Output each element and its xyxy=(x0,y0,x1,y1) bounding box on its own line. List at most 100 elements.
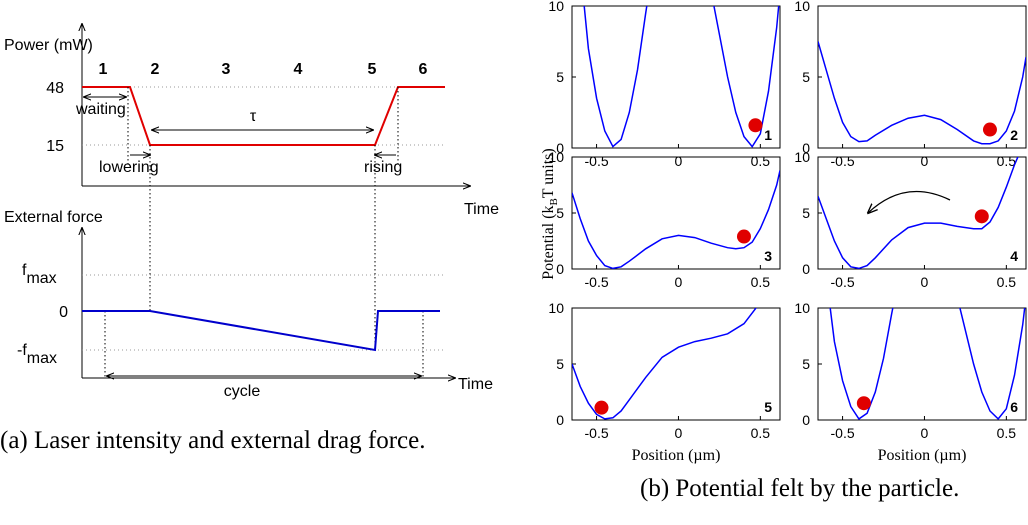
x-tick-label: 0 xyxy=(921,425,929,441)
y-tick-label: 0 xyxy=(802,140,810,156)
panel-b: Potential (kBT units) xyxy=(540,148,951,280)
potential-plot: -0.5 0 0.5 0 5 10 3 xyxy=(548,149,781,290)
y-tick-label: 0 xyxy=(556,140,564,156)
y-tick-label: 10 xyxy=(794,0,810,14)
x-tick-label: 0 xyxy=(921,153,929,169)
particle xyxy=(594,400,609,415)
y-axis-title: Potential (kBT units) xyxy=(540,148,560,280)
particle xyxy=(736,229,751,244)
panel-number: 2 xyxy=(1010,127,1018,143)
x-tick-label: 0.5 xyxy=(997,425,1017,441)
x-tick-label: -0.5 xyxy=(831,274,855,290)
axis-title: Time xyxy=(458,376,493,393)
x-axis-title: Position (µm) xyxy=(878,447,967,464)
x-axis-title: Position (µm) xyxy=(632,447,721,464)
panel-number: 5 xyxy=(764,399,772,415)
panel-number: 6 xyxy=(1010,399,1018,415)
phase-label: 5 xyxy=(368,61,377,78)
axis-title: Time xyxy=(464,201,499,218)
x-tick-label: 0 xyxy=(675,153,683,169)
y-tick-label: 10 xyxy=(548,0,564,14)
particle xyxy=(748,118,763,133)
y-tick-label: 5 xyxy=(802,69,810,85)
tick-label: f xyxy=(22,262,27,279)
x-tick-label: 0.5 xyxy=(997,274,1017,290)
y-tick-label: 0 xyxy=(802,261,810,277)
subscript: max xyxy=(27,350,57,367)
annotation: waiting xyxy=(75,101,126,118)
phase-label: 3 xyxy=(222,61,231,78)
axis-title: Power (mW) xyxy=(4,37,93,54)
x-tick-label: -0.5 xyxy=(831,153,855,169)
x-tick-label: 0.5 xyxy=(751,274,771,290)
tick-label: fmax xyxy=(22,262,57,287)
particle xyxy=(974,209,989,224)
y-tick-label: 5 xyxy=(556,205,564,221)
subscript: B xyxy=(548,198,560,205)
y-tick-label: 0 xyxy=(556,261,564,277)
plot-frame xyxy=(571,156,781,270)
panel-number: 3 xyxy=(764,248,772,264)
caption-b: (b) Potential felt by the particle. xyxy=(640,475,960,502)
x-tick-label: 0 xyxy=(675,425,683,441)
tick-label: 48 xyxy=(46,80,64,97)
tick-label: -fmax xyxy=(17,342,57,367)
phase-label: 1 xyxy=(99,61,108,78)
phase-label: 2 xyxy=(151,61,160,78)
label-part: T units) xyxy=(540,148,557,198)
y-tick-label: 5 xyxy=(556,356,564,372)
panel-number: 4 xyxy=(1010,248,1018,264)
phase-label: 6 xyxy=(419,61,428,78)
particle xyxy=(856,396,871,411)
panel-number: 1 xyxy=(764,127,772,143)
potential-curve xyxy=(572,170,780,269)
x-tick-label: -0.5 xyxy=(585,274,609,290)
y-tick-label: 5 xyxy=(802,205,810,221)
y-tick-label: 10 xyxy=(794,149,810,165)
x-tick-label: 0.5 xyxy=(751,425,771,441)
annotation: cycle xyxy=(224,383,261,400)
guides xyxy=(104,87,424,378)
y-tick-label: 10 xyxy=(548,149,564,165)
phase-labels: 1 2 3 4 5 6 xyxy=(99,61,428,78)
potential-curve xyxy=(583,6,780,148)
x-tick-label: 0.5 xyxy=(751,153,771,169)
annotation: τ xyxy=(250,108,257,125)
tick-label: 15 xyxy=(46,138,64,155)
y-tick-label: 0 xyxy=(556,412,564,428)
caption-a: (a) Laser intensity and external drag fo… xyxy=(0,427,426,454)
y-tick-label: 10 xyxy=(794,300,810,316)
potential-plot: -0.5 0 0.5 0 5 10 4 xyxy=(794,149,1027,290)
x-tick-label: 0 xyxy=(921,274,929,290)
potential-curve xyxy=(818,41,1026,145)
y-tick-label: 0 xyxy=(802,412,810,428)
potential-curve xyxy=(572,308,757,420)
force-trace xyxy=(82,310,440,352)
x-tick-label: -0.5 xyxy=(585,153,609,169)
arrows xyxy=(84,97,421,376)
annotation: rising xyxy=(364,159,402,176)
phase-label: 4 xyxy=(294,61,303,78)
potential-plot: -0.5 0 0.5 0 5 10 1 xyxy=(548,0,781,169)
potential-curve xyxy=(829,308,1026,420)
axis-title: External force xyxy=(4,209,103,226)
x-tick-label: -0.5 xyxy=(831,425,855,441)
escape-arrow xyxy=(868,190,951,213)
power-trace xyxy=(82,86,445,146)
x-tick-label: -0.5 xyxy=(585,425,609,441)
potential-plot: -0.5 0 0.5 0 5 10 5 Position (µm) xyxy=(548,300,781,464)
tick-label: 0 xyxy=(59,304,68,321)
x-tick-label: 0 xyxy=(675,274,683,290)
tick-label: -f xyxy=(17,342,27,359)
y-tick-label: 5 xyxy=(556,69,564,85)
panel-a: Power (mW) 48 15 1 2 3 4 5 6 waiting τ l… xyxy=(4,24,499,400)
potential-curve xyxy=(818,157,1019,269)
y-tick-label: 5 xyxy=(802,356,810,372)
y-tick-label: 10 xyxy=(548,300,564,316)
particle xyxy=(982,122,997,137)
label-part: Potential (k xyxy=(540,206,557,280)
potential-plot: -0.5 0 0.5 0 5 10 6 Position (µm) xyxy=(794,300,1027,464)
